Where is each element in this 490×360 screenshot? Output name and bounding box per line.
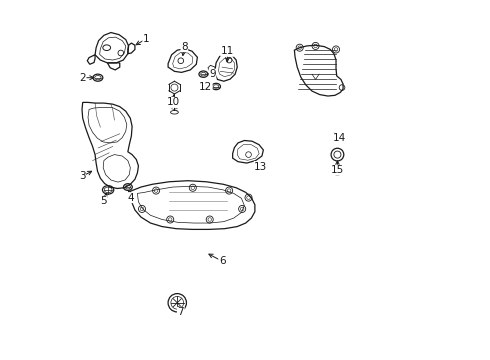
Text: 2: 2: [79, 73, 86, 83]
Text: 11: 11: [220, 46, 234, 56]
Text: 9: 9: [209, 69, 216, 79]
Text: 3: 3: [79, 171, 85, 181]
Text: 14: 14: [333, 133, 346, 143]
Text: 8: 8: [181, 42, 188, 51]
Text: 7: 7: [177, 307, 184, 317]
Text: 5: 5: [100, 196, 107, 206]
Text: 6: 6: [219, 256, 225, 266]
Text: 1: 1: [143, 34, 149, 44]
Text: 4: 4: [127, 193, 134, 203]
Text: 15: 15: [331, 165, 344, 175]
Text: 10: 10: [167, 98, 180, 107]
Text: 12: 12: [199, 81, 212, 91]
Text: 13: 13: [254, 162, 268, 172]
